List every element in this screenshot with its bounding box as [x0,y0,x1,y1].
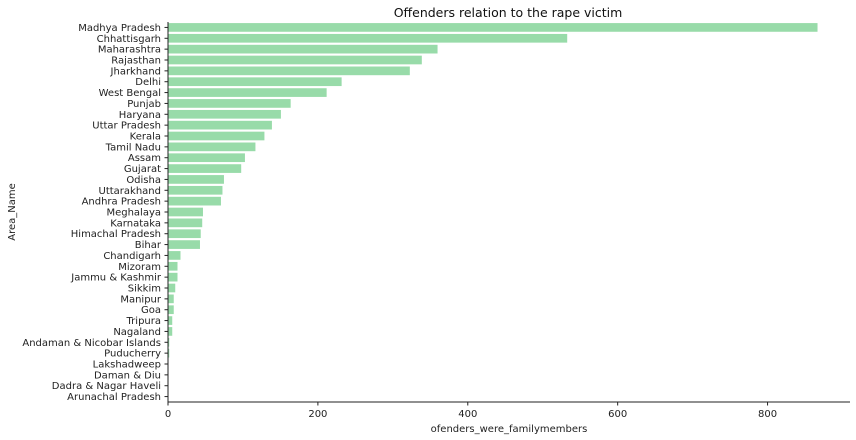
bar-west-bengal [168,88,327,97]
bar-uttarakhand [168,185,223,195]
bar-chhattisgarh [168,33,568,43]
y-tick-label: Assam [128,153,161,164]
y-tick-label: Andaman & Nicobar Islands [22,338,161,349]
y-tick-label: Sikkim [128,284,161,295]
bar-assam [168,153,245,163]
bar-odisha [168,175,224,184]
x-axis-ticks: 0 200 400 600 800 [165,402,777,420]
y-tick-label: Madhya Pradesh [78,23,161,34]
y-tick-label: Kerala [130,132,161,143]
y-tick-label: Tamil Nadu [105,142,161,153]
x-tick-label: 800 [758,409,777,420]
y-tick-label: Lakshadweep [93,360,161,371]
bar-bihar [168,240,200,249]
bar-punjab [168,99,291,108]
bar-kerala [168,131,265,141]
bar-himachal-pradesh [168,229,201,239]
y-tick-label: Jammu & Kashmir [70,273,162,284]
bar-nagaland [168,327,173,336]
y-tick-label: Andhra Pradesh [82,197,161,208]
x-axis-title: ofenders_were_familymembers [431,424,588,435]
y-tick-label: Manipur [120,294,162,305]
bar-meghalaya [168,207,203,217]
bar-chandigarh [168,251,181,260]
bar-mizoram [168,261,178,271]
y-tick-label: Maharashtra [98,45,161,56]
y-axis-title: Area_Name [7,183,18,241]
bar-madhya-pradesh [168,23,818,32]
x-tick-label: 600 [608,409,627,420]
x-tick-label: 200 [308,409,327,420]
bar-maharashtra [168,44,438,54]
y-tick-label: Odisha [126,175,161,186]
bar-jharkhand [168,66,410,76]
y-tick-label: Arunachal Pradesh [67,392,161,403]
y-tick-label: Jharkhand [110,66,161,77]
chart-title: Offenders relation to the rape victim [394,5,623,20]
bar-andhra-pradesh [168,196,221,206]
bar-gujarat [168,164,242,173]
y-tick-label: Daman & Diu [94,370,161,381]
y-tick-label: Delhi [135,77,161,88]
x-tick-label: 0 [165,409,171,420]
y-tick-label: Goa [141,305,161,316]
bar-manipur [168,294,174,304]
bar-rajasthan [168,55,422,65]
y-tick-label: Punjab [127,99,161,110]
bar-karnataka [168,218,203,228]
bar-jammu-kashmir [168,272,178,282]
y-tick-label: Uttar Pradesh [92,121,161,132]
y-tick-label: Nagaland [113,327,161,338]
bar-sikkim [168,283,176,293]
y-tick-label: Uttarakhand [99,186,161,197]
y-tick-label: Rajasthan [111,56,161,67]
y-tick-label: Tripura [126,316,161,327]
y-tick-label: Karnataka [110,218,161,229]
y-tick-label: Mizoram [118,262,161,273]
bar-tamil-nadu [168,142,256,152]
y-tick-label: Gujarat [124,164,161,175]
y-tick-label: West Bengal [99,88,161,99]
y-tick-label: Chhattisgarh [97,34,161,45]
y-tick-label: Haryana [119,110,161,121]
y-tick-label: Chandigarh [103,251,161,262]
bar-puducherry [168,348,170,358]
bar-goa [168,305,174,315]
bar-uttar-pradesh [168,120,272,130]
y-tick-label: Dadra & Nagar Haveli [52,381,161,392]
y-tick-label: Himachal Pradesh [71,229,161,240]
x-tick-label: 400 [458,409,477,420]
bar-andaman-nicobar-islands [168,337,170,347]
bar-haryana [168,109,281,119]
y-tick-label: Bihar [135,240,162,251]
bar-tripura [168,316,173,325]
bar-delhi [168,77,342,87]
y-tick-label: Puducherry [104,349,161,360]
bars-group [168,23,818,358]
y-axis-ticks: Madhya PradeshChhattisgarhMaharashtraRaj… [22,23,168,403]
y-tick-label: Meghalaya [106,208,161,219]
